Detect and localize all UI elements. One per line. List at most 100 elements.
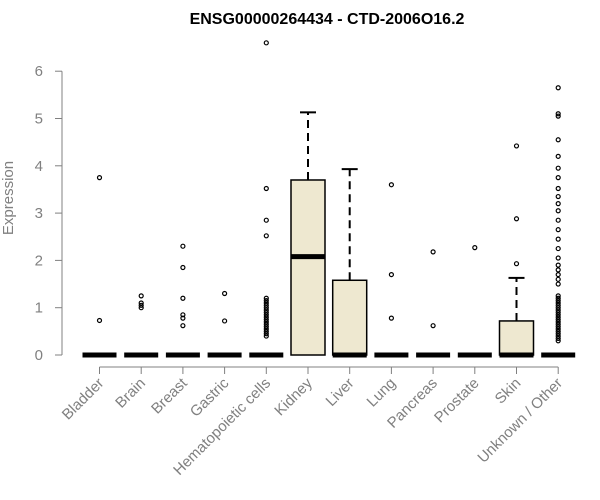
outlier-point [263,321,269,327]
outlier-point [263,314,269,320]
outlier-point [555,245,561,252]
outlier-point [263,326,269,332]
x-tick-label: Bladder [59,375,108,424]
y-axis: 0 1 2 3 4 5 6 [35,63,63,364]
outlier-point [555,267,561,273]
outlier-point [555,281,561,287]
outlier-point [555,165,561,171]
outlier-point [263,319,269,325]
outlier-point [263,333,269,339]
outlier-point [388,271,394,278]
outlier-point [263,331,269,337]
outlier-point [138,305,144,311]
box-group [82,175,117,358]
outlier-point [138,293,144,299]
x-tick-label: Lung [364,375,400,411]
outlier-point [555,335,561,342]
outlier-point [555,312,561,318]
outlier-point [472,245,478,251]
box-group [498,143,535,358]
outlier-point [96,175,103,181]
outlier-point [555,113,561,119]
box-group [290,111,326,356]
outlier-point [222,318,228,324]
box-group [416,249,451,358]
outlier-point [222,290,228,297]
box-group [331,168,368,358]
outlier-point [555,111,561,117]
x-tick-label: Brain [112,375,149,412]
x-tick-label: Breast [148,374,191,417]
box-iqr [498,320,535,356]
outlier-point [555,295,561,301]
outlier-point [555,137,561,143]
outlier-point [263,328,269,334]
outlier-point [555,201,561,207]
outlier-point [555,262,561,268]
y-tick-label: 3 [35,205,43,222]
box-group [165,243,200,358]
y-tick-label: 0 [35,347,43,364]
outlier-point [555,326,561,332]
box-group [457,245,492,358]
outlier-point [263,300,269,306]
outlier-point [263,305,269,311]
outlier-point [138,302,144,308]
outlier-point [555,276,561,282]
outlier-point [513,143,520,149]
outlier-point [263,309,269,316]
y-tick-label: 2 [35,252,43,269]
outlier-point [555,307,561,313]
outlier-point [555,255,561,261]
outlier-point [263,316,269,323]
outlier-point [555,298,561,304]
box-group [124,293,159,358]
outlier-point [555,314,561,320]
outlier-point [555,302,561,308]
outlier-point [180,315,186,321]
outlier-point [430,249,436,255]
outlier-point [263,185,269,192]
x-tick-label: Prostate [431,375,483,427]
y-tick-label: 1 [35,300,43,317]
outlier-point [263,298,269,304]
outlier-point [263,295,269,301]
outlier-point [555,331,561,337]
outlier-point [96,317,103,324]
outlier-point [555,85,561,91]
box-group [207,290,242,358]
x-tick-label: Skin [492,375,525,408]
outlier-point [263,307,269,313]
outlier-point [555,227,561,233]
box-group [374,182,409,358]
box-group [249,40,284,358]
box-group [541,85,576,358]
outlier-point [555,193,561,200]
outlier-point [555,328,561,334]
outlier-point [555,309,561,316]
outlier-point [555,319,561,325]
outlier-point [388,182,394,188]
outlier-point [555,324,561,330]
outlier-point [555,293,561,299]
outlier-point [180,264,186,271]
outlier-point [263,40,269,46]
outlier-point [263,324,269,330]
y-tick-label: 5 [35,111,43,128]
y-tick-label: 6 [35,63,43,80]
outlier-point [180,295,186,301]
box-iqr [290,179,326,356]
outlier-point [555,338,561,344]
y-axis-label: Expression [0,161,17,235]
outlier-point [388,315,394,321]
outlier-point [263,217,269,223]
outlier-point [263,312,269,318]
chart-title: ENSG00000264434 - CTD-2006O16.2 [190,11,465,28]
outlier-point [263,233,269,239]
outlier-point [555,305,561,311]
outlier-point [555,153,561,159]
outlier-point [263,302,269,308]
